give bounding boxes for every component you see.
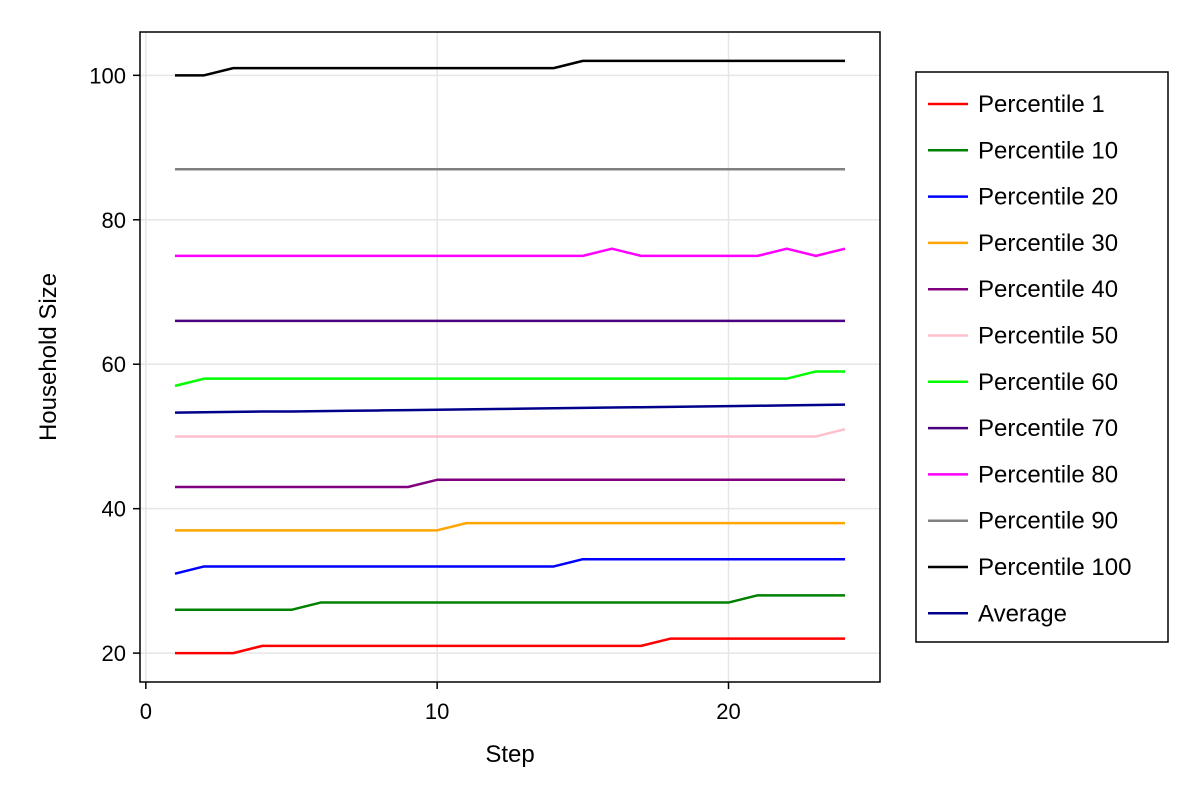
- x-tick-label: 10: [425, 699, 449, 724]
- x-tick-label: 0: [140, 699, 152, 724]
- legend-label: Percentile 1: [978, 91, 1105, 118]
- legend-label: Average: [978, 600, 1067, 627]
- series-line-percentile-30: [174, 521, 846, 532]
- legend-label: Percentile 20: [978, 184, 1118, 211]
- legend-label: Percentile 90: [978, 508, 1118, 535]
- legend-label: Percentile 50: [978, 323, 1118, 350]
- axis-ticks: 0 10 20 20 40 60 80 100: [89, 63, 740, 724]
- legend-label: Percentile 80: [978, 461, 1118, 488]
- y-tick-label: 100: [89, 63, 126, 88]
- y-tick-label: 60: [102, 352, 126, 377]
- series-line-percentile-20: [174, 557, 846, 575]
- series-line-percentile-10: [174, 594, 846, 612]
- legend-box: [915, 71, 1169, 643]
- series-line-percentile-80: [174, 247, 846, 258]
- legend: Percentile 1 Percentile 10 Percentile 20 Pe…: [915, 71, 1169, 643]
- legend-label: Percentile 70: [978, 415, 1118, 442]
- y-axis-label: Household Size: [35, 273, 62, 441]
- legend-label: Percentile 100: [978, 554, 1131, 581]
- series-line-percentile-100: [174, 59, 846, 77]
- series-line-percentile-60: [174, 370, 846, 388]
- series-lines: [174, 59, 846, 655]
- legend-label: Percentile 30: [978, 230, 1118, 257]
- legend-label: Percentile 60: [978, 369, 1118, 396]
- legend-label: Percentile 10: [978, 137, 1118, 164]
- y-tick-label: 80: [102, 208, 126, 233]
- series-line-average: [174, 403, 846, 414]
- y-tick-label: 40: [102, 497, 126, 522]
- x-axis-label: Step: [485, 741, 534, 768]
- series-line-percentile-50: [174, 428, 846, 438]
- grid: [140, 32, 880, 682]
- plot-area-frame: [139, 31, 881, 683]
- x-tick-label: 20: [716, 699, 740, 724]
- series-line-percentile-1: [174, 637, 846, 655]
- legend-label: Percentile 40: [978, 276, 1118, 303]
- series-line-percentile-40: [174, 478, 846, 489]
- y-tick-label: 20: [102, 641, 126, 666]
